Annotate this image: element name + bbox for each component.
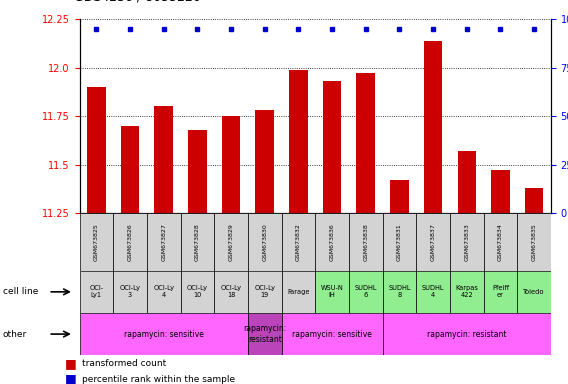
Bar [87,87,106,213]
Text: Toledo: Toledo [523,289,545,295]
Text: percentile rank within the sample: percentile rank within the sample [82,374,236,384]
Bar [282,313,383,355]
Bar [282,271,315,313]
Bar [416,213,450,271]
Bar [491,170,509,213]
Text: GSM673834: GSM673834 [498,223,503,261]
Bar [214,271,248,313]
Bar [450,271,483,313]
Bar [323,81,341,213]
Text: cell line: cell line [3,287,38,296]
Text: OCI-Ly
4: OCI-Ly 4 [153,285,174,298]
Text: GSM673836: GSM673836 [329,223,335,261]
Text: OCI-Ly
10: OCI-Ly 10 [187,285,208,298]
Text: OCI-Ly
19: OCI-Ly 19 [254,285,275,298]
Bar [282,213,315,271]
Bar [113,271,147,313]
Bar [147,213,181,271]
Text: GSM673833: GSM673833 [464,223,469,261]
Bar [80,313,248,355]
Text: GSM673838: GSM673838 [364,223,368,261]
Text: GDS4236 / 8055220: GDS4236 / 8055220 [74,0,201,4]
Text: Farage: Farage [287,289,310,295]
Bar [357,73,375,213]
Bar [256,110,274,213]
Bar [181,213,214,271]
Text: OCI-Ly
3: OCI-Ly 3 [119,285,140,298]
Text: SUDHL
6: SUDHL 6 [354,285,377,298]
Bar [147,271,181,313]
Bar [424,41,442,213]
Text: WSU-N
IH: WSU-N IH [321,285,344,298]
Bar [517,213,551,271]
Bar [525,188,544,213]
Bar [315,271,349,313]
Bar [121,126,139,213]
Bar [517,271,551,313]
Bar [315,213,349,271]
Text: transformed count: transformed count [82,359,166,368]
Text: GSM673829: GSM673829 [228,223,233,261]
Text: rapamycin: resistant: rapamycin: resistant [427,329,507,339]
Text: other: other [3,329,27,339]
Text: rapamycin: sensitive: rapamycin: sensitive [124,329,204,339]
Text: SUDHL
8: SUDHL 8 [388,285,411,298]
Text: GSM673831: GSM673831 [397,223,402,261]
Bar [248,313,282,355]
Bar [457,151,476,213]
Bar [416,271,450,313]
Bar [248,213,282,271]
Bar [80,271,113,313]
Bar [390,180,409,213]
Bar [349,213,383,271]
Text: GSM673830: GSM673830 [262,223,267,261]
Text: OCI-Ly
18: OCI-Ly 18 [220,285,241,298]
Text: Pfeiff
er: Pfeiff er [492,285,509,298]
Bar [181,271,214,313]
Bar [383,313,551,355]
Bar [154,106,173,213]
Text: rapamycin: sensitive: rapamycin: sensitive [292,329,372,339]
Bar [248,271,282,313]
Text: GSM673832: GSM673832 [296,223,301,261]
Bar [289,70,308,213]
Text: GSM673835: GSM673835 [532,223,537,261]
Bar [383,271,416,313]
Text: SUDHL
4: SUDHL 4 [422,285,444,298]
Text: OCI-
Ly1: OCI- Ly1 [89,285,103,298]
Text: Karpas
422: Karpas 422 [456,285,478,298]
Bar [483,213,517,271]
Text: GSM673826: GSM673826 [128,223,132,261]
Bar [450,213,483,271]
Text: GSM673825: GSM673825 [94,223,99,261]
Bar [222,116,240,213]
Text: ■: ■ [65,357,77,370]
Text: rapamycin:
resistant: rapamycin: resistant [243,324,286,344]
Bar [113,213,147,271]
Text: GSM673837: GSM673837 [431,223,436,261]
Bar [349,271,383,313]
Text: GSM673828: GSM673828 [195,223,200,261]
Text: ■: ■ [65,372,77,384]
Bar [214,213,248,271]
Bar [483,271,517,313]
Bar [80,213,113,271]
Bar [383,213,416,271]
Text: GSM673827: GSM673827 [161,223,166,261]
Bar [188,130,207,213]
